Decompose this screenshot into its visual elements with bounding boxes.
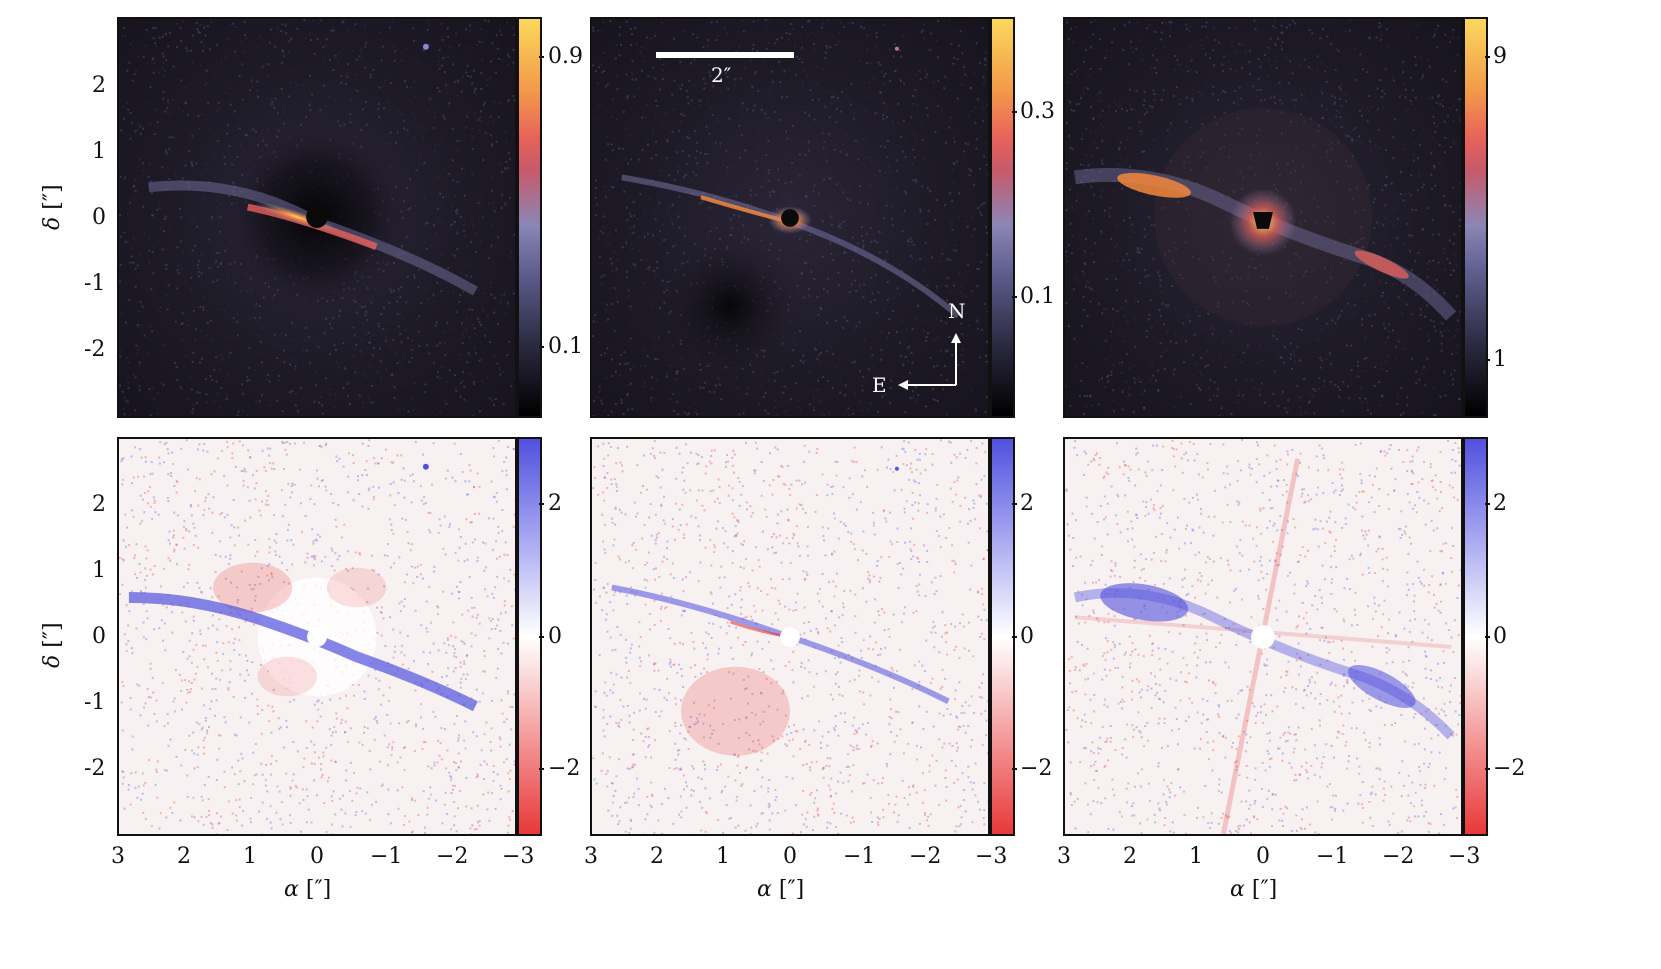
y-axis-symbol: δ <box>40 216 65 230</box>
colorbar-top-left <box>517 17 542 418</box>
x-axis-label-right: α [″] <box>1230 877 1277 902</box>
cbar-tick: 0 <box>1020 624 1034 649</box>
disk-image-top-right <box>1073 108 1457 326</box>
x-axis-unit: [″] <box>1251 877 1278 902</box>
scale-bar <box>656 52 794 58</box>
disk-image-top-left <box>148 43 478 307</box>
cbar-tick: −2 <box>1020 756 1053 781</box>
y-axis-unit: [″] <box>40 184 65 210</box>
cbar-tick: 0 <box>1493 624 1507 649</box>
y-axis-label-top: δ [″] <box>40 184 65 230</box>
x-tick: −1 <box>843 844 876 869</box>
panel-top-left <box>117 17 517 418</box>
cbar-tick: 0.3 <box>1020 99 1055 124</box>
x-tick: 1 <box>1189 844 1203 869</box>
panel-bottom-right <box>1063 437 1463 836</box>
x-axis-label-middle: α [″] <box>757 877 804 902</box>
y-axis-label-bottom: δ [″] <box>40 622 65 668</box>
x-tick: −3 <box>1448 844 1481 869</box>
cbar-tick: 0.9 <box>548 44 583 69</box>
y-tick: 0 <box>92 205 106 230</box>
residual-image-bottom-middle <box>611 466 950 756</box>
cbar-tick: 0.1 <box>548 334 583 359</box>
residual-image-bottom-right <box>1073 458 1455 834</box>
east-arrow-icon <box>898 380 908 390</box>
scale-bar-label: 2″ <box>711 63 732 87</box>
y-tick: 1 <box>92 558 106 583</box>
colorbar-top-right <box>1463 17 1488 418</box>
panel-bottom-left <box>117 437 517 836</box>
cbar-tick: 9 <box>1493 44 1507 69</box>
y-tick: -2 <box>84 337 106 362</box>
x-tick: −2 <box>436 844 469 869</box>
y-tick: -1 <box>84 690 106 715</box>
compass-east-label: E <box>872 373 887 397</box>
north-arrow-icon <box>951 333 961 343</box>
y-tick: 2 <box>92 73 106 98</box>
colorbar-top-middle <box>990 17 1015 418</box>
y-tick: 2 <box>92 492 106 517</box>
disk-image-top-middle <box>621 46 961 376</box>
y-axis-symbol: δ <box>40 654 65 668</box>
cbar-tick: 2 <box>548 491 562 516</box>
compass-north-label: N <box>948 299 966 323</box>
x-tick: 2 <box>177 844 191 869</box>
cbar-tick: 2 <box>1493 491 1507 516</box>
y-axis-unit: [″] <box>40 622 65 648</box>
panel-top-right <box>1063 17 1463 418</box>
x-tick: 3 <box>111 844 125 869</box>
x-tick: 1 <box>243 844 257 869</box>
x-axis-label-left: α [″] <box>284 877 331 902</box>
x-tick: −2 <box>909 844 942 869</box>
x-tick: −3 <box>502 844 535 869</box>
x-tick: −1 <box>1316 844 1349 869</box>
x-tick: 1 <box>716 844 730 869</box>
cbar-tick: −2 <box>1493 756 1526 781</box>
x-tick: −2 <box>1382 844 1415 869</box>
y-tick: -2 <box>84 756 106 781</box>
x-axis-symbol: α <box>284 877 299 902</box>
x-tick: −1 <box>370 844 403 869</box>
x-tick: 2 <box>650 844 664 869</box>
x-tick: 2 <box>1123 844 1137 869</box>
y-tick: -1 <box>84 271 106 296</box>
cbar-tick: −2 <box>548 756 581 781</box>
cbar-tick: 0.1 <box>1020 284 1055 309</box>
pixel-noise <box>592 439 988 834</box>
cbar-tick: 1 <box>1493 347 1507 372</box>
panel-bottom-middle <box>590 437 990 836</box>
x-axis-symbol: α <box>1230 877 1245 902</box>
pixel-noise <box>1065 439 1461 834</box>
x-tick: 0 <box>310 844 324 869</box>
cbar-tick: 2 <box>1020 491 1034 516</box>
x-tick: −3 <box>975 844 1008 869</box>
compass <box>898 333 961 390</box>
x-tick: 3 <box>584 844 598 869</box>
y-tick: 1 <box>92 139 106 164</box>
x-tick: 0 <box>1256 844 1270 869</box>
cbar-tick: 0 <box>548 624 562 649</box>
x-axis-unit: [″] <box>778 877 805 902</box>
x-tick: 0 <box>783 844 797 869</box>
x-axis-unit: [″] <box>305 877 332 902</box>
panel-top-middle: 2″ N E <box>590 17 990 418</box>
x-axis-symbol: α <box>757 877 772 902</box>
y-tick: 0 <box>92 624 106 649</box>
residual-image-bottom-left <box>128 463 478 712</box>
x-tick: 3 <box>1057 844 1071 869</box>
